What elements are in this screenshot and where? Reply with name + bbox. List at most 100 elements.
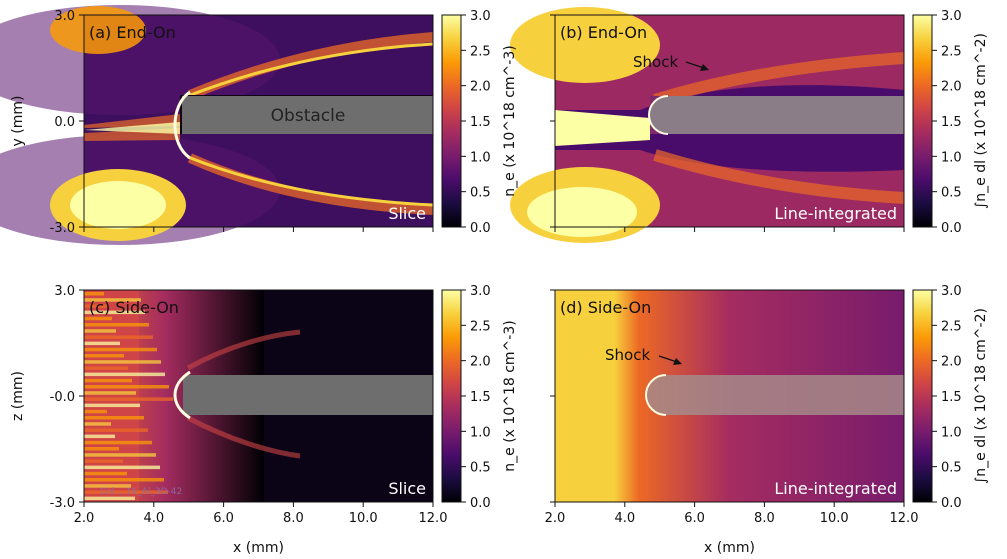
panel-c-streak	[84, 403, 140, 408]
panel-c-shock-rim	[173, 370, 191, 420]
panel-d-title: (d) Side-On	[560, 298, 651, 317]
panel-c-colorbar-tick-label: 0.0	[470, 496, 491, 511]
panel-c-streak	[84, 323, 149, 327]
panel-c-streak	[84, 447, 119, 451]
panel-a-y-tick-label: 3.0	[54, 9, 75, 24]
panel-a-y-tick-label: 0.0	[54, 115, 75, 130]
panel-d-colorbar-label: ∫n_e dl (x 10^18 cm^-2)	[973, 308, 989, 484]
panel-c-streak	[84, 360, 161, 364]
panel-c-streak	[84, 459, 123, 463]
panel-d-shock-annotation: Shock	[605, 346, 650, 364]
panel-c-streak	[84, 335, 153, 339]
panel-c-corner-label: Slice	[388, 479, 426, 498]
panel-d-x-tick-label: 2.0	[545, 511, 566, 526]
panel-c-streak	[84, 490, 168, 494]
panel-c-streak	[84, 391, 136, 395]
panel-d-shock-arrow	[658, 355, 678, 363]
panel-c-streak	[84, 372, 165, 377]
panel-b-colorbar-tick-label: 1.0	[941, 150, 962, 165]
panel-c-y-axis-label: z (mm)	[10, 371, 26, 421]
panel-a-colorbar-tick-label: 0.0	[470, 221, 491, 236]
panel-d-colorbar-tick-label: 0.5	[941, 461, 962, 476]
panel-c-colorbar	[441, 289, 462, 503]
panel-b-colorbar-tick-label: 2.5	[941, 44, 962, 59]
panel-c-y-tick-label: -3.0	[50, 496, 75, 511]
panel-c-streak	[84, 484, 131, 488]
panel-a-colorbar-label: n_e (x 10^18 cm^-3)	[502, 45, 518, 196]
panel-d-obstacle	[646, 375, 904, 415]
panel-c-streak	[84, 292, 104, 296]
panel-c-colorbar-tick-label: 2.0	[470, 355, 491, 370]
panel-c-watermark: Col... 16_Al_3D-42	[100, 487, 182, 497]
panel-c-colorbar-tick-label: 1.5	[470, 390, 491, 405]
panel-d-x-tick-label: 10.0	[820, 511, 849, 526]
panel-a-corner-label: Slice	[388, 204, 426, 223]
panel-a-title: (a) End-On	[89, 23, 176, 42]
panel-b-end-on-line-integrated: (b) End-On Shock Line-integrated	[510, 7, 905, 243]
panel-c-streak	[84, 397, 173, 401]
panel-c-streak	[84, 440, 152, 445]
panel-d-colorbar-tick-label: 0.0	[941, 496, 962, 511]
panel-c-streak	[84, 422, 111, 426]
panel-c-colorbar-tick-label: 1.0	[470, 425, 491, 440]
panel-c-streak	[84, 434, 115, 439]
panel-d-shock-arrowhead	[673, 358, 682, 365]
panel-d-colorbar-tick-label: 3.0	[941, 284, 962, 299]
panel-d-x-tick-label: 6.0	[684, 511, 705, 526]
panel-c-streak	[84, 310, 145, 315]
panel-c-y-tick-label: 3.0	[54, 284, 75, 299]
panel-a-y-tick-label: -3.0	[50, 221, 75, 236]
panel-c-x-tick-label: 4.0	[143, 511, 164, 526]
panel-b-colorbar	[912, 14, 933, 228]
panel-a-colorbar-tick-label: 3.0	[470, 9, 491, 24]
panel-a-end-on-slice: (a) End-On Obstacle Slice	[0, 5, 434, 245]
panel-c-x-axis-label: x (mm)	[233, 540, 284, 556]
panel-c-streak	[84, 316, 112, 321]
panel-c-colorbar-label: n_e (x 10^18 cm^-3)	[502, 320, 518, 471]
panel-c-streak	[84, 478, 164, 482]
panel-d-colorbar-tick-label: 1.0	[941, 425, 962, 440]
panel-d-colorbar-tick-label: 1.5	[941, 390, 962, 405]
panel-c-colorbar-tick-label: 2.5	[470, 319, 491, 334]
panel-c-streak	[84, 304, 108, 308]
panel-d-x-axis-label: x (mm)	[704, 540, 755, 556]
panel-d-x-tick-label: 8.0	[754, 511, 775, 526]
panel-a-obstacle-label: Obstacle	[271, 106, 346, 126]
panel-d-colorbar-tick-label: 2.0	[941, 355, 962, 370]
panel-b-colorbar-tick-label: 0.5	[941, 186, 962, 201]
panel-a-y-axis-label: y (mm)	[10, 96, 26, 147]
panel-c-streak	[84, 496, 135, 501]
panel-c-obstacle	[183, 375, 433, 415]
panel-d-shock-rim	[645, 374, 667, 416]
panel-c-streaks	[84, 292, 173, 501]
panel-c-x-tick-label: 8.0	[283, 511, 304, 526]
panel-b-colorbar-tick-label: 3.0	[941, 9, 962, 24]
panel-b-colorbar-tick-label: 1.5	[941, 115, 962, 130]
panel-c-streak	[84, 453, 156, 457]
panel-c-streak	[84, 347, 157, 352]
panel-b-obstacle	[649, 96, 904, 134]
panel-c-x-tick-label: 6.0	[213, 511, 234, 526]
panel-a-colorbar-tick-label: 1.5	[470, 115, 491, 130]
panel-c-colorbar-tick-label: 0.5	[470, 461, 491, 476]
panel-c-streak	[84, 385, 169, 389]
panel-c-side-on-slice: (c) Side-On Col... 16_Al_3D-42 Slice	[83, 289, 434, 503]
panel-a-shock-rim	[173, 90, 191, 160]
panel-a-colorbar	[441, 14, 462, 228]
panel-c-streak	[84, 465, 160, 470]
panel-d-side-on-line-integrated: (d) Side-On Shock Line-integrated	[554, 289, 905, 503]
panel-a-colorbar-tick-label: 1.0	[470, 150, 491, 165]
panel-b-corner-label: Line-integrated	[774, 204, 897, 223]
panel-a-obstacle	[182, 96, 433, 134]
panel-b-shock-arrow	[685, 61, 705, 69]
panel-a-colorbar-tick-label: 0.5	[470, 186, 491, 201]
panel-d-x-tick-label: 4.0	[614, 511, 635, 526]
panel-c-streak	[84, 428, 148, 432]
panel-c-colorbar-tick-label: 3.0	[470, 284, 491, 299]
panel-c-x-tick-label: 2.0	[74, 511, 95, 526]
panel-c-streak	[84, 354, 124, 358]
panel-c-streak	[84, 416, 144, 420]
panel-d-corner-label: Line-integrated	[774, 479, 897, 498]
panel-a-colorbar-tick-label: 2.0	[470, 80, 491, 95]
